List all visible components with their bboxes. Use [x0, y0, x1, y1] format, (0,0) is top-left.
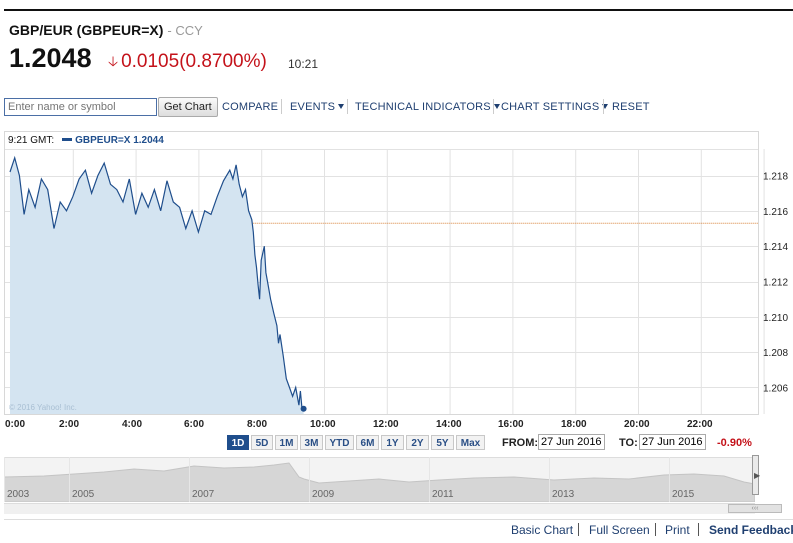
footer-divider — [698, 523, 699, 536]
change-percent: (0.8700%) — [179, 51, 267, 72]
series-area — [10, 157, 304, 415]
x-tick-label: 8:00 — [247, 419, 268, 430]
chart-panel — [4, 131, 759, 415]
symbol-search-input[interactable] — [4, 98, 157, 116]
range-max-button[interactable]: Max — [456, 435, 485, 450]
symbol-name: GBP/EUR (GBPEUR=X) — [9, 22, 164, 38]
compare-menu[interactable]: COMPARE — [222, 101, 279, 113]
range-3m-button[interactable]: 3M — [300, 435, 323, 450]
navigator-handle[interactable] — [752, 455, 759, 495]
events-label: EVENTS — [290, 101, 336, 113]
navigator-chart: 2003 2005 2007 2009 2011 2013 2015 — [4, 457, 755, 502]
basic-chart-link[interactable]: Basic Chart — [511, 523, 574, 537]
legend-time: 9:21 GMT: — [8, 135, 55, 146]
footer-rule — [4, 519, 793, 520]
range-1d-button[interactable]: 1D — [227, 435, 249, 450]
x-tick-label: 12:00 — [373, 419, 399, 430]
toolbar-divider — [347, 99, 348, 114]
last-price: 1.2048 — [9, 43, 92, 73]
navigator-year-label: 2013 — [552, 489, 575, 500]
x-tick-label: 18:00 — [561, 419, 587, 430]
top-rule — [4, 9, 793, 11]
x-tick-label: 0:00 — [5, 419, 26, 430]
navigator-scrollbar[interactable] — [4, 503, 755, 514]
technical-indicators-menu[interactable]: TECHNICAL INDICATORS — [355, 101, 500, 113]
x-tick-label: 16:00 — [498, 419, 524, 430]
period-change: -0.90% — [717, 437, 752, 449]
y-tick-label: 1.214 — [763, 242, 788, 253]
series-swatch — [62, 137, 73, 141]
chevron-down-icon — [493, 104, 500, 109]
chart-watermark: © 2016 Yahoo! Inc. — [9, 403, 77, 412]
technical-indicators-label: TECHNICAL INDICATORS — [355, 101, 491, 113]
navigator-year-label: 2007 — [192, 489, 215, 500]
from-label: FROM: — [502, 437, 539, 449]
navigator-year-label: 2011 — [432, 489, 454, 500]
chart-settings-label: CHART SETTINGS — [501, 101, 600, 113]
x-tick-label: 14:00 — [436, 419, 462, 430]
toolbar-divider — [493, 99, 494, 114]
to-date-input[interactable] — [639, 434, 706, 450]
to-label: TO: — [619, 437, 638, 449]
chevron-right-icon: ▶ — [754, 471, 761, 480]
x-tick-label: 2:00 — [59, 419, 80, 430]
x-tick-label: 20:00 — [624, 419, 650, 430]
navigator-year-label: 2009 — [312, 489, 335, 500]
chart-toolbar: Get Chart COMPARE EVENTS TECHNICAL INDIC… — [4, 95, 789, 119]
quote-title: GBP/EUR (GBPEUR=X) - CCY — [9, 22, 203, 38]
y-tick-label: 1.206 — [763, 384, 788, 395]
y-tick-label: 1.218 — [763, 172, 788, 183]
y-tick-label: 1.210 — [763, 313, 788, 324]
y-tick-label: 1.208 — [763, 348, 788, 359]
x-tick-label: 22:00 — [687, 419, 713, 430]
chevron-down-icon — [338, 104, 345, 109]
print-link[interactable]: Print — [665, 523, 690, 537]
y-tick-label: 1.216 — [763, 207, 788, 218]
navigator-year-label: 2005 — [72, 489, 95, 500]
range-1m-button[interactable]: 1M — [275, 435, 298, 450]
navigator-year-label: 2003 — [7, 489, 30, 500]
asset-type-label: - CCY — [167, 23, 203, 38]
navigator-year-label: 2015 — [672, 489, 695, 500]
toolbar-divider — [281, 99, 282, 114]
reset-button[interactable]: RESET — [612, 101, 650, 113]
y-tick-label: 1.212 — [763, 278, 788, 289]
chart-legend: 9:21 GMT: GBPEUR=X 1.2044 — [8, 135, 164, 146]
range-2y-button[interactable]: 2Y — [406, 435, 429, 450]
y-axis: 1.206 1.208 1.210 1.212 1.214 1.216 1.218 — [763, 172, 788, 395]
x-tick-label: 6:00 — [184, 419, 205, 430]
x-tick-label: 4:00 — [122, 419, 143, 430]
chevron-down-icon — [602, 104, 609, 109]
arrow-down-icon: 🡣 — [108, 53, 119, 69]
series-line — [9, 155, 304, 410]
legend-series-label: GBPEUR=X 1.2044 — [75, 135, 164, 146]
toolbar-divider — [603, 99, 604, 114]
get-chart-button[interactable]: Get Chart — [158, 97, 218, 117]
footer-divider — [578, 523, 579, 536]
series-end-point — [300, 405, 307, 412]
scrollbar-thumb[interactable]: ‹‹‹ — [728, 504, 782, 513]
range-5d-button[interactable]: 5D — [251, 435, 273, 450]
full-screen-link[interactable]: Full Screen — [589, 523, 650, 537]
send-feedback-link[interactable]: Send Feedback — [709, 523, 793, 537]
footer-divider — [655, 523, 656, 536]
range-1y-button[interactable]: 1Y — [381, 435, 404, 450]
x-tick-label: 10:00 — [310, 419, 336, 430]
range-5y-button[interactable]: 5Y — [431, 435, 454, 450]
events-menu[interactable]: EVENTS — [290, 101, 345, 113]
range-6m-button[interactable]: 6M — [356, 435, 379, 450]
change-value: 0.0105 — [121, 51, 180, 72]
price-change: 🡣 0.0105(0.8700%) — [108, 51, 267, 76]
quote-time: 10:21 — [288, 57, 319, 71]
chart-settings-menu[interactable]: CHART SETTINGS — [501, 101, 609, 113]
range-ytd-button[interactable]: YTD — [325, 435, 354, 450]
from-date-input[interactable] — [538, 434, 605, 450]
